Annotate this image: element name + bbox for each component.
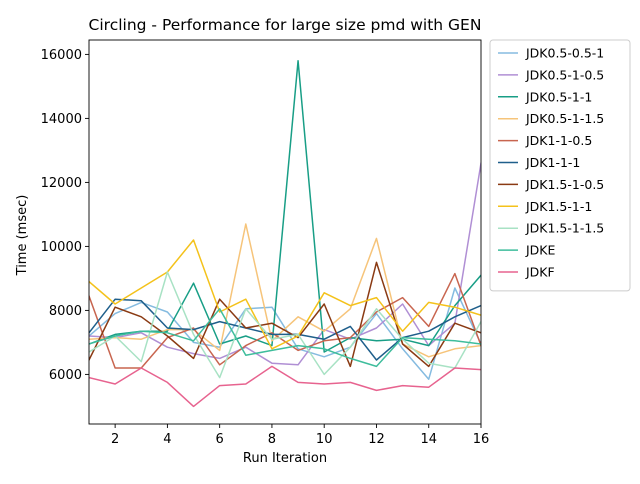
plot-area: 2 4 6 8 10 12 14 16 6000 8000 10000 12000 14000 16000 [41, 39, 490, 447]
x-tick-label-6: 14 [420, 432, 437, 447]
x-tick-label-5: 12 [368, 432, 385, 447]
legend: JDK0.5-0.5-1 JDK0.5-1-0.5 JDK0.5-1-1 JDK0.5… [489, 39, 631, 292]
y-axis-label: Time (msec) [15, 195, 30, 277]
series-line-2 [89, 60, 481, 353]
legend-label-4: JDK1-1-0.5 [525, 133, 592, 148]
y-tick-label-4: 14000 [41, 112, 82, 127]
series-line-0 [89, 287, 481, 380]
y-tick-label-3: 12000 [41, 176, 82, 191]
legend-label-5: JDK1-1-1 [525, 155, 580, 170]
series-line-7 [89, 239, 481, 350]
x-tick-label-7: 16 [473, 432, 490, 447]
chart-title: Circling - Performance for large size pm… [89, 16, 482, 34]
x-tick-label-1: 4 [163, 432, 171, 447]
legend-label-6: JDK1.5-1-0.5 [525, 177, 604, 192]
series-lines [89, 60, 481, 408]
y-tick-label-5: 16000 [41, 48, 82, 63]
legend-label-7: JDK1.5-1-1 [525, 199, 592, 214]
x-tick-label-3: 8 [268, 432, 276, 447]
legend-label-1: JDK0.5-1-0.5 [525, 67, 604, 82]
legend-box [489, 39, 631, 292]
plot-frame [88, 39, 482, 425]
legend-label-9: JDKE [525, 243, 556, 258]
series-line-6 [89, 261, 481, 368]
legend-label-3: JDK0.5-1-1.5 [525, 111, 604, 126]
y-tick-label-0: 6000 [49, 368, 82, 383]
series-line-8 [89, 271, 481, 379]
x-axis-label: Run Iteration [243, 451, 327, 466]
x-tick-label-0: 2 [111, 432, 119, 447]
x-tick-label-4: 10 [316, 432, 333, 447]
legend-label-8: JDK1.5-1-1.5 [525, 221, 604, 236]
series-line-1 [89, 162, 481, 366]
series-line-9 [89, 308, 481, 368]
x-tick-label-2: 6 [216, 432, 224, 447]
legend-label-10: JDKF [525, 265, 555, 280]
y-tick-label-2: 10000 [41, 240, 82, 255]
series-line-10 [89, 365, 481, 408]
y-tick-label-1: 8000 [49, 304, 82, 319]
legend-label-2: JDK0.5-1-1 [525, 89, 592, 104]
legend-label-0: JDK0.5-0.5-1 [525, 46, 604, 61]
